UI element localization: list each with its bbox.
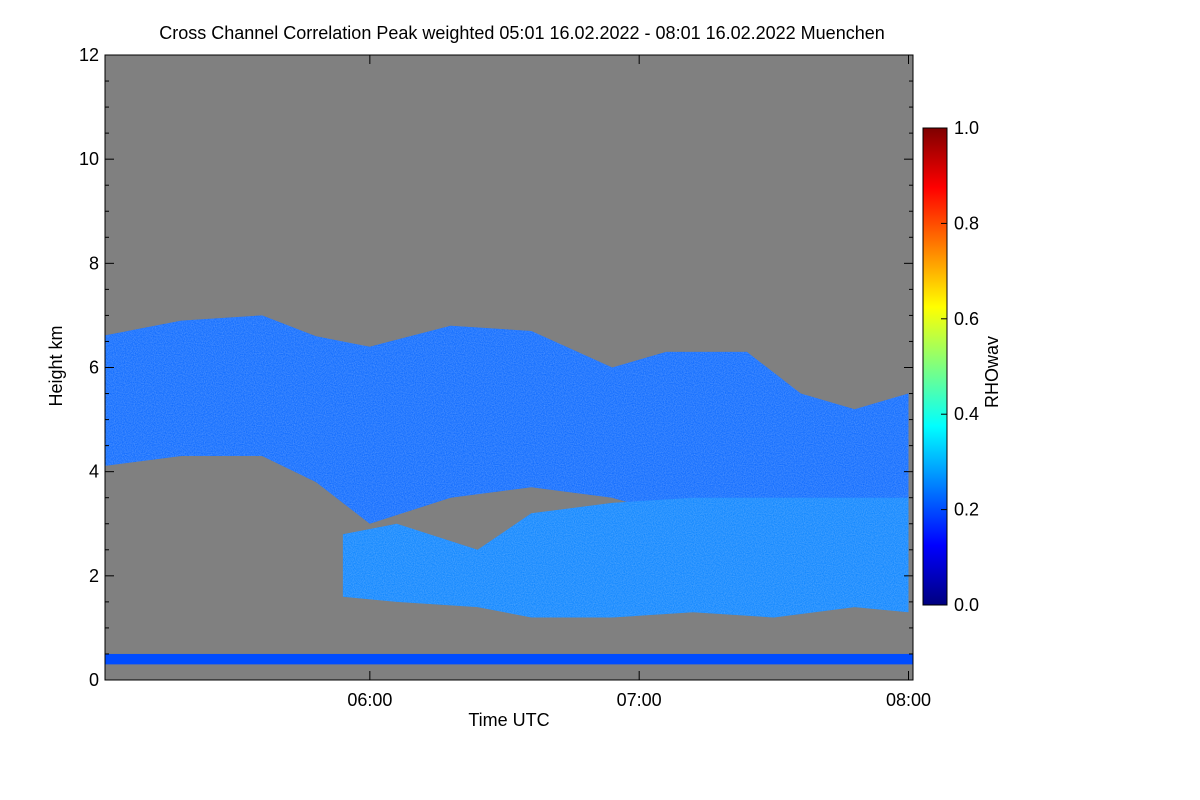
colorbar-scale — [922, 127, 948, 606]
x-tick-label: 07:00 — [617, 690, 662, 710]
x-axis: 06:00 07:00 08:00 — [347, 55, 931, 710]
colorbar-tick-label: 0.0 — [954, 595, 979, 615]
y-tick-label: 0 — [89, 670, 99, 690]
y-tick-label: 10 — [79, 149, 99, 169]
y-tick-label: 6 — [89, 358, 99, 378]
y-tick-label: 2 — [89, 566, 99, 586]
colorbar-label: RHOwav — [982, 336, 1002, 408]
x-axis-label: Time UTC — [468, 710, 549, 730]
cloud-layer-1-texture — [105, 315, 909, 524]
colorbar-tick-label: 0.6 — [954, 309, 979, 329]
x-tick-label: 06:00 — [347, 690, 392, 710]
chart-title: Cross Channel Correlation Peak weighted … — [159, 23, 885, 43]
colorbar-tick-label: 1.0 — [954, 118, 979, 138]
colorbar: 0.0 0.2 0.4 0.6 0.8 1.0 RHOwav — [922, 118, 1002, 615]
y-tick-label: 12 — [79, 45, 99, 65]
colorbar-ticks: 0.0 0.2 0.4 0.6 0.8 1.0 — [941, 118, 979, 615]
plot-area: 06:00 07:00 08:00 0 2 4 6 8 10 12 — [79, 45, 931, 710]
y-axis-label: Height km — [46, 325, 66, 406]
y-tick-label: 4 — [89, 462, 99, 482]
y-axis: 0 2 4 6 8 10 12 — [79, 45, 913, 690]
x-tick-label: 08:00 — [886, 690, 931, 710]
colorbar-tick-label: 0.4 — [954, 404, 979, 424]
colorbar-tick-label: 0.8 — [954, 213, 979, 233]
y-tick-label: 8 — [89, 253, 99, 273]
surface-layer — [105, 653, 913, 665]
cloud-layer-2-texture — [342, 497, 909, 618]
colorbar-tick-label: 0.2 — [954, 500, 979, 520]
cloud-layers — [105, 315, 913, 665]
